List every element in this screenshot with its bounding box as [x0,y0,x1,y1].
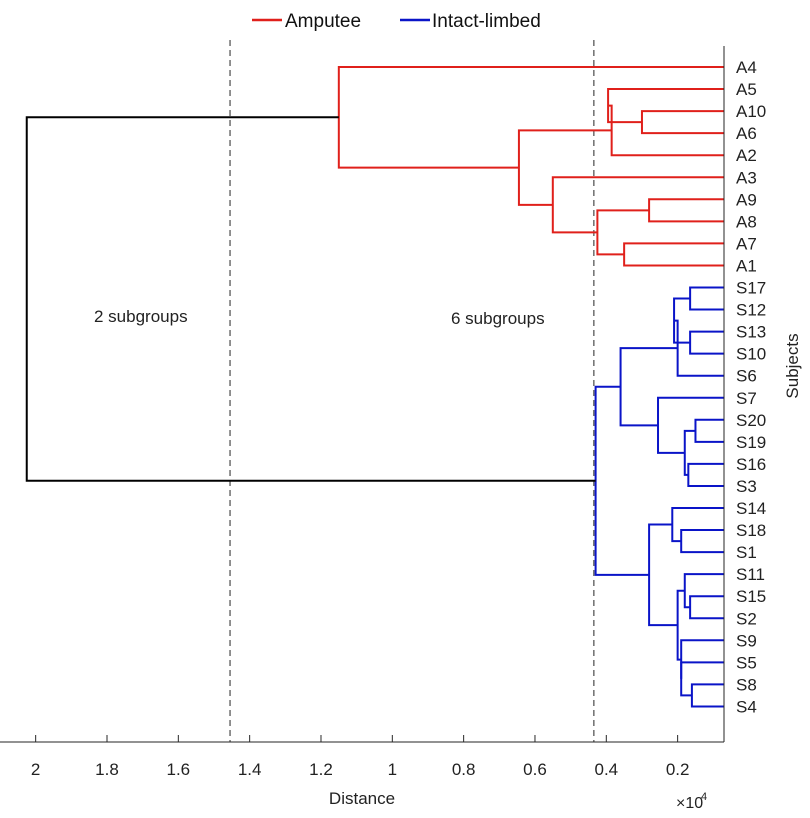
leaf-label-s12: S12 [736,301,766,320]
x-tick-label: 1.6 [167,760,191,779]
x-scale-exponent: 4 [701,791,707,803]
leaf-label-s18: S18 [736,521,766,540]
leaf-label-a5: A5 [736,80,757,99]
x-tick-label: 0.8 [452,760,476,779]
merge-link-8 [517,129,612,206]
x-scale-base: ×10 [676,795,703,812]
merge-link-29 [25,116,596,482]
merge-link-13 [674,319,724,377]
y-axis-title: Subjects [783,333,802,398]
leaf-label-s10: S10 [736,345,766,364]
leaf-label-s17: S17 [736,279,766,298]
annotation-2-subgroups: 2 subgroups [94,307,188,326]
merge-link-14 [694,418,724,443]
legend: Amputee Intact-limbed [252,11,541,32]
leaf-labels: A4 A5 A10 A6 A2 A3 A9 A8 A7 A1 S17 S12 S13 S10 S6 S7 S20… [736,58,766,716]
merge-link-15 [687,462,724,487]
leaf-label-a1: A1 [736,256,757,275]
leaf-label-s15: S15 [736,587,766,606]
leaf-label-a4: A4 [736,58,757,77]
leaf-label-a3: A3 [736,168,757,187]
x-tick-label: 0.4 [594,760,618,779]
merge-link-2 [607,88,724,124]
leaf-label-s13: S13 [736,323,766,342]
leaf-label-s3: S3 [736,477,757,496]
leaf-label-s8: S8 [736,675,757,694]
merge-link-1 [640,110,724,135]
leaf-label-s1: S1 [736,543,757,562]
merge-link-25 [680,639,724,679]
x-tick-label: 1.2 [309,760,333,779]
leaf-label-s19: S19 [736,433,766,452]
dendrogram-links [25,66,724,708]
leaf-label-s20: S20 [736,411,766,430]
x-tick-label: 1 [388,760,397,779]
merge-link-11 [689,330,724,355]
leaf-label-s9: S9 [736,631,757,650]
merge-link-24 [680,661,724,697]
merge-link-3 [608,104,724,157]
merge-link-4 [648,198,724,223]
leaf-label-a10: A10 [736,102,766,121]
merge-link-21 [689,595,724,620]
leaf-label-s5: S5 [736,653,757,672]
x-tick-label: 0.6 [523,760,547,779]
axes [0,46,725,743]
merge-link-7 [551,176,724,234]
cut-lines [229,40,595,742]
merge-link-28 [594,385,650,576]
merge-link-10 [689,286,724,311]
leaf-label-a8: A8 [736,212,757,231]
x-ticks: 2 1.8 1.6 1.4 1.2 1 0.8 0.6 0.4 0.2 [31,735,690,779]
legend-label-amputee: Amputee [285,11,361,32]
merge-link-9 [337,66,724,169]
x-tick-label: 1.8 [95,760,119,779]
leaf-label-s2: S2 [736,609,757,628]
leaf-label-s6: S6 [736,367,757,386]
merge-link-23 [690,683,724,708]
leaf-label-a2: A2 [736,146,757,165]
leaf-label-a9: A9 [736,190,757,209]
merge-link-16 [683,429,696,476]
x-tick-label: 1.4 [238,760,262,779]
annotation-6-subgroups: 6 subgroups [451,309,545,328]
legend-label-intact: Intact-limbed [432,11,541,32]
leaf-label-s11: S11 [736,565,765,584]
merge-link-19 [680,529,724,554]
leaf-label-a7: A7 [736,234,757,253]
merge-link-20 [671,507,724,543]
leaf-label-a6: A6 [736,124,757,143]
leaf-label-s16: S16 [736,455,766,474]
leaf-label-s4: S4 [736,697,757,716]
x-tick-label: 0.2 [666,760,690,779]
merge-link-17 [657,396,724,454]
merge-link-5 [623,242,724,267]
merge-link-27 [648,523,678,627]
leaf-label-s7: S7 [736,389,757,408]
merge-link-18 [619,347,678,427]
x-tick-label: 2 [31,760,40,779]
x-axis-title: Distance [329,789,395,808]
x-scale-multiplier: ×10 4 [676,791,707,812]
leaf-label-s14: S14 [736,499,766,518]
